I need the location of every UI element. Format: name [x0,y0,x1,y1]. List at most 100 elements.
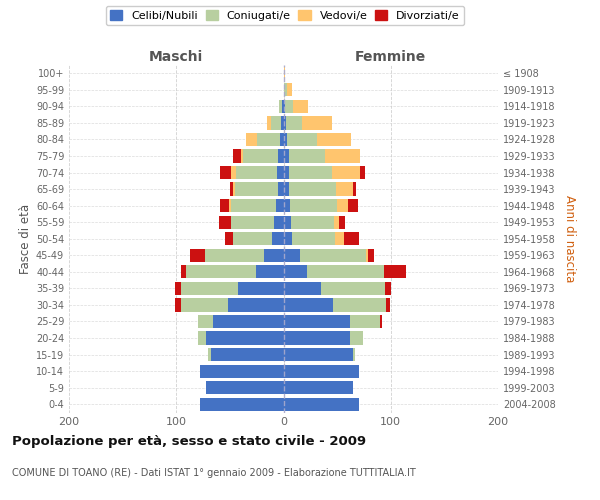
Bar [206,332,284,344]
Bar [235,182,278,196]
Text: Popolazione per età, sesso e stato civile - 2009: Popolazione per età, sesso e stato civil… [12,435,366,448]
Bar [284,282,321,295]
Bar [238,282,284,295]
Bar [293,100,308,113]
Bar [353,348,355,361]
Bar [276,199,284,212]
Bar [287,83,292,96]
Bar [233,232,272,245]
Bar [268,116,271,130]
Bar [274,216,284,229]
Bar [334,216,339,229]
Bar [344,232,359,245]
Bar [277,166,284,179]
Bar [230,182,233,196]
Text: Maschi: Maschi [149,50,203,64]
Bar [279,100,283,113]
Bar [284,133,287,146]
Bar [197,332,206,344]
Bar [284,216,291,229]
Bar [284,232,292,245]
Bar [292,232,335,245]
Bar [256,265,284,278]
Bar [289,150,325,162]
Legend: Celibi/Nubili, Coniugati/e, Vedovi/e, Divorziati/e: Celibi/Nubili, Coniugati/e, Vedovi/e, Di… [106,6,464,25]
Bar [284,381,353,394]
Bar [224,232,233,245]
Bar [289,182,336,196]
Bar [283,100,284,113]
Bar [284,182,289,196]
Bar [359,166,365,179]
Bar [386,298,389,312]
Y-axis label: Anni di nascita: Anni di nascita [563,195,575,282]
Bar [219,216,231,229]
Bar [284,248,299,262]
Bar [366,248,368,262]
Bar [286,116,302,130]
Bar [335,232,344,245]
Bar [348,199,358,212]
Bar [231,166,236,179]
Bar [175,298,181,312]
Bar [220,166,231,179]
Bar [385,282,391,295]
Bar [233,182,235,196]
Bar [186,265,256,278]
Bar [350,332,363,344]
Bar [291,216,334,229]
Bar [231,199,276,212]
Bar [181,298,228,312]
Bar [264,248,284,262]
Bar [307,265,385,278]
Bar [284,166,289,179]
Bar [246,133,257,146]
Bar [337,199,348,212]
Bar [284,315,350,328]
Bar [284,265,307,278]
Bar [236,166,277,179]
Bar [284,398,359,411]
Bar [257,133,280,146]
Bar [336,182,353,196]
Y-axis label: Fasce di età: Fasce di età [19,204,32,274]
Bar [284,116,286,130]
Bar [190,248,205,262]
Bar [284,150,289,162]
Bar [181,282,238,295]
Bar [278,182,284,196]
Bar [205,248,264,262]
Bar [278,150,284,162]
Bar [220,199,229,212]
Text: Femmine: Femmine [355,50,427,64]
Bar [197,315,213,328]
Bar [380,315,382,328]
Bar [321,282,385,295]
Bar [231,216,274,229]
Bar [229,199,231,212]
Bar [299,248,366,262]
Bar [272,232,284,245]
Bar [211,348,284,361]
Bar [333,298,386,312]
Bar [228,298,284,312]
Bar [284,199,290,212]
Bar [243,150,278,162]
Bar [325,150,359,162]
Bar [353,182,356,196]
Bar [284,100,293,113]
Bar [284,298,333,312]
Bar [233,150,241,162]
Bar [208,348,211,361]
Bar [271,116,281,130]
Bar [213,315,284,328]
Bar [284,348,353,361]
Bar [284,83,287,96]
Bar [332,166,359,179]
Bar [206,381,284,394]
Bar [368,248,374,262]
Bar [175,282,181,295]
Bar [181,265,186,278]
Text: COMUNE DI TOANO (RE) - Dati ISTAT 1° gennaio 2009 - Elaborazione TUTTITALIA.IT: COMUNE DI TOANO (RE) - Dati ISTAT 1° gen… [12,468,416,477]
Bar [284,364,359,378]
